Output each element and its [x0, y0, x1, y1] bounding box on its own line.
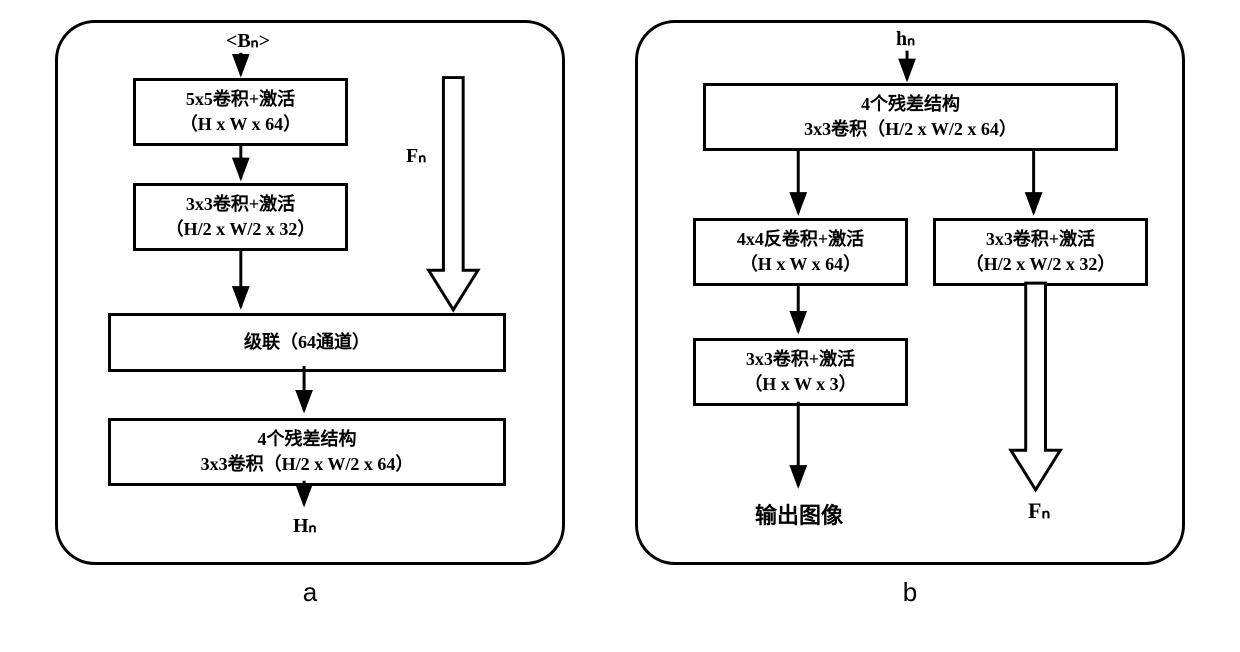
panel-a-box2: 3x3卷积+激活 （H/2 x W/2 x 32）	[133, 183, 348, 251]
panel-a-box1-line1: 5x5卷积+激活	[146, 87, 335, 112]
panel-b-box-l2-line2: （H x W x 3）	[706, 372, 895, 397]
panel-a-label: a	[303, 577, 317, 608]
panel-b-label: b	[903, 577, 917, 608]
panel-b-box-r-line2: （H/2 x W/2 x 32）	[946, 252, 1135, 277]
panel-a-box1-line2: （H x W x 64）	[146, 112, 335, 137]
panel-a-fn-label: Fₙ	[406, 143, 426, 168]
panel-a: <Bₙ> 5x5卷积+激活 （H x W x 64） 3x3卷积+激活 （H/2…	[55, 20, 565, 565]
panel-a-input-label: <Bₙ>	[218, 28, 278, 53]
panel-a-box3-text: 级联（64通道）	[121, 330, 493, 355]
panel-b: hₙ 4个残差结构 3x3卷积（H/2 x W/2 x 64） 4x4反卷积+激…	[635, 20, 1185, 565]
panel-b-input-label: hₙ	[896, 26, 915, 51]
panel-b-box1-line1: 4个残差结构	[716, 92, 1105, 117]
panel-a-box2-line1: 3x3卷积+激活	[146, 192, 335, 217]
panel-b-output-right: Fₙ	[1028, 498, 1050, 524]
panel-b-box1-line2: 3x3卷积（H/2 x W/2 x 64）	[716, 117, 1105, 142]
panel-b-wrapper: hₙ 4个残差结构 3x3卷积（H/2 x W/2 x 64） 4x4反卷积+激…	[635, 20, 1185, 608]
panel-b-box-l1-line2: （H x W x 64）	[706, 252, 895, 277]
panel-b-box1: 4个残差结构 3x3卷积（H/2 x W/2 x 64）	[703, 83, 1118, 151]
panel-a-box1: 5x5卷积+激活 （H x W x 64）	[133, 78, 348, 146]
panel-b-box-l1-line1: 4x4反卷积+激活	[706, 227, 895, 252]
panel-a-wrapper: <Bₙ> 5x5卷积+激活 （H x W x 64） 3x3卷积+激活 （H/2…	[55, 20, 565, 608]
panel-a-box4-line2: 3x3卷积（H/2 x W/2 x 64）	[121, 452, 493, 477]
panel-a-box4: 4个残差结构 3x3卷积（H/2 x W/2 x 64）	[108, 418, 506, 486]
panel-a-box3: 级联（64通道）	[108, 313, 506, 372]
panel-a-box4-line1: 4个残差结构	[121, 427, 493, 452]
panel-b-box-l2: 3x3卷积+激活 （H x W x 3）	[693, 338, 908, 406]
panel-a-box2-line2: （H/2 x W/2 x 32）	[146, 217, 335, 242]
panel-b-box-l1: 4x4反卷积+激活 （H x W x 64）	[693, 218, 908, 286]
panel-b-output-left: 输出图像	[755, 498, 843, 530]
panel-b-box-r: 3x3卷积+激活 （H/2 x W/2 x 32）	[933, 218, 1148, 286]
panel-b-box-l2-line1: 3x3卷积+激活	[706, 347, 895, 372]
panel-b-box-r-line1: 3x3卷积+激活	[946, 227, 1135, 252]
panel-a-output-label: Hₙ	[293, 513, 317, 538]
